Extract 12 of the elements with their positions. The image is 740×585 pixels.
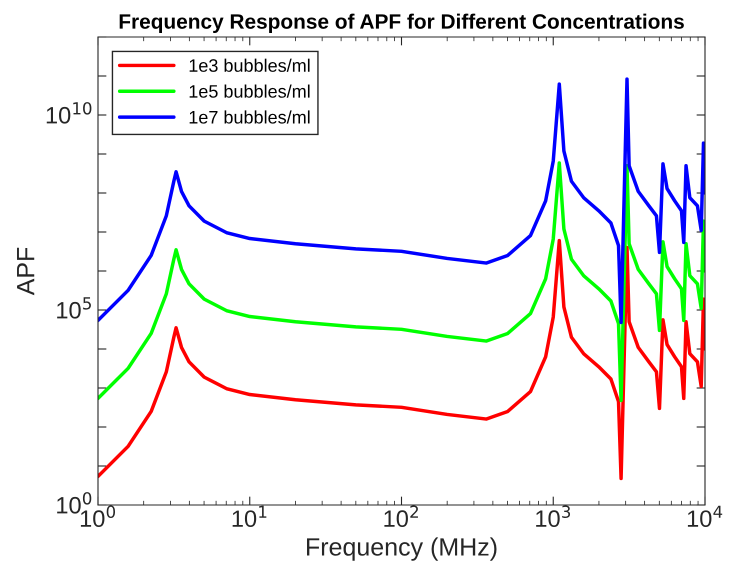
legend-label: 1e7 bubbles/ml <box>190 110 310 124</box>
y-tick-label: 10$^{10}$ <box>46 102 92 124</box>
y-axis-title: APF <box>17 248 34 296</box>
legend-label: 1e3 bubbles/ml <box>190 58 310 72</box>
legend-label: 1e5 bubbles/ml <box>190 84 310 98</box>
x-tick-label: 10$^{3}$ <box>536 505 570 528</box>
x-tick-label: 10$^{2}$ <box>384 505 418 528</box>
x-axis-title: Frequency (MHz) <box>307 537 496 561</box>
chart-title: Frequency Response of APF for Different Concentrations <box>120 14 684 33</box>
x-tick-label: 10$^{1}$ <box>232 506 266 528</box>
y-tick-label: 10$^{5}$ <box>57 297 91 319</box>
x-tick-label: 10$^{4}$ <box>688 506 722 528</box>
